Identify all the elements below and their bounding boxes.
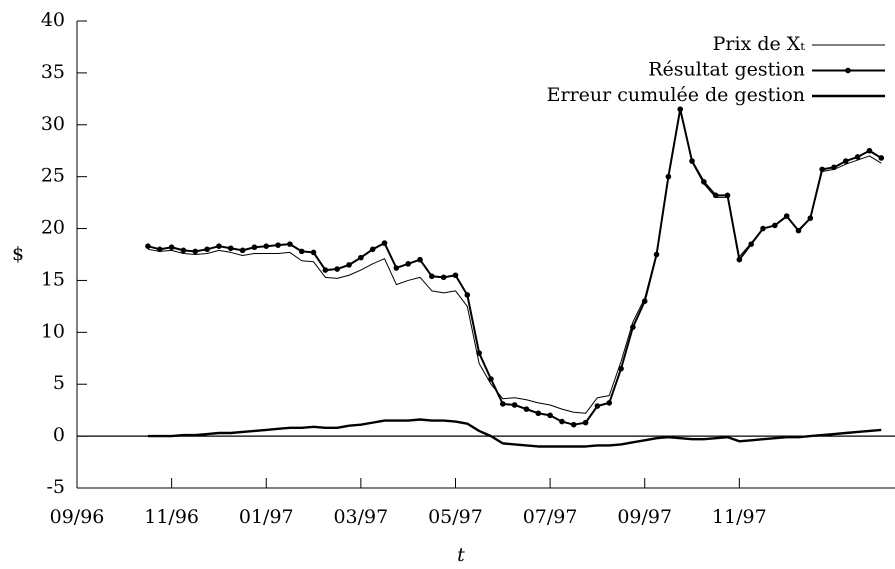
x-axis-label: t [457, 544, 465, 566]
series-marker [476, 350, 482, 356]
legend-marker [845, 67, 851, 74]
x-tick-label: 03/97 [333, 506, 388, 528]
series-marker [677, 106, 684, 113]
series-marker [156, 246, 163, 253]
series-marker [287, 241, 293, 247]
series-marker [866, 147, 873, 154]
y-tick-label: 40 [41, 9, 65, 31]
series-marker [641, 298, 648, 305]
series-marker [736, 256, 743, 263]
series-marker [854, 154, 861, 160]
x-tick-label: 09/96 [50, 506, 105, 528]
series-marker [748, 241, 754, 247]
series-marker [701, 179, 707, 185]
series-marker [511, 402, 518, 408]
series-marker [499, 401, 506, 407]
series-marker [358, 254, 364, 261]
y-tick-label: 0 [53, 424, 65, 446]
y-tick-label: 5 [53, 372, 65, 394]
series-marker [606, 400, 613, 406]
series-line [147, 108, 882, 414]
series-marker [523, 406, 530, 412]
y-tick-label: 15 [41, 268, 65, 290]
x-tick-label: 11/97 [712, 506, 767, 528]
series-marker [440, 274, 447, 281]
series-marker [878, 155, 885, 161]
series-marker [760, 225, 766, 232]
series-marker [488, 376, 494, 382]
series-marker [334, 266, 341, 272]
x-tick-label: 11/96 [144, 506, 199, 528]
x-tick-label: 01/97 [239, 506, 294, 528]
series-marker [795, 227, 802, 234]
series-marker [464, 292, 471, 298]
series-marker [310, 249, 317, 256]
series-marker [535, 410, 542, 417]
series-marker [168, 244, 175, 251]
series-marker [582, 419, 589, 426]
series-marker [381, 240, 388, 246]
series-marker [275, 242, 281, 248]
series-line [147, 418, 882, 448]
series-marker [724, 192, 731, 199]
series-marker [807, 215, 814, 221]
series-line [147, 108, 882, 426]
series-marker [405, 261, 411, 267]
x-tick-label: 09/97 [617, 506, 672, 528]
series-marker [618, 365, 624, 372]
series-marker [192, 248, 199, 255]
y-tick-label: 25 [41, 165, 65, 187]
series-marker [594, 403, 601, 409]
series-marker [322, 267, 329, 273]
series-marker [547, 412, 553, 419]
series-marker [842, 158, 849, 164]
x-tick-label: 07/97 [523, 506, 578, 528]
series-marker [393, 265, 400, 271]
series-marker [570, 421, 577, 428]
series-marker [630, 324, 636, 330]
series-marker [180, 247, 187, 254]
series-marker [251, 244, 258, 251]
series-marker [559, 418, 565, 425]
y-tick-label: 10 [41, 320, 65, 342]
series-marker [204, 246, 210, 253]
series-marker [783, 213, 790, 219]
series-marker [298, 248, 305, 255]
series-marker [227, 245, 234, 252]
legend-label: Résultat gestion [648, 59, 805, 81]
y-tick-label: 20 [41, 217, 65, 239]
legend-label: Erreur cumulée de gestion [547, 84, 805, 106]
series-marker [831, 164, 837, 171]
x-tick-label: 05/97 [428, 506, 483, 528]
series-marker [819, 166, 825, 173]
series-marker [369, 246, 376, 253]
series-marker [346, 262, 352, 268]
y-tick-label: -5 [46, 476, 65, 498]
series-marker [665, 173, 672, 180]
y-axis-label: $ [12, 243, 24, 265]
series-marker [429, 273, 435, 280]
y-tick-label: 30 [41, 113, 65, 135]
series-marker [263, 243, 270, 249]
series-marker [216, 243, 222, 249]
series-marker [452, 272, 459, 279]
series-marker [772, 222, 778, 229]
series-marker [689, 158, 695, 164]
series-marker [145, 243, 151, 249]
legend-label: Prix de Xₜ [713, 33, 806, 55]
y-tick-label: 35 [41, 61, 65, 83]
series-marker [712, 192, 719, 199]
series-marker [653, 251, 660, 258]
series-marker [239, 247, 246, 254]
series-marker [417, 256, 423, 263]
